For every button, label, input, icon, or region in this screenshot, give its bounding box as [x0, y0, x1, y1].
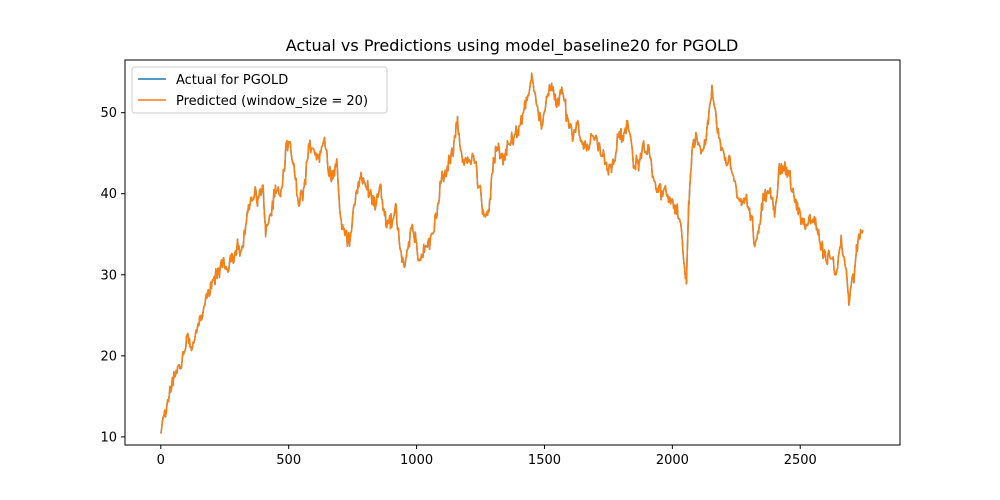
x-tick-label: 1000	[400, 453, 433, 468]
legend-label-actual: Actual for PGOLD	[176, 73, 288, 88]
y-tick-label: 10	[100, 430, 117, 445]
x-tick-label: 0	[157, 453, 165, 468]
x-axis: 0 500 1000 1500 2000 2500	[157, 445, 817, 468]
legend-box	[131, 66, 388, 114]
x-tick-label: 2500	[784, 453, 817, 468]
series-layer	[160, 72, 864, 434]
y-tick-label: 30	[100, 268, 117, 283]
x-tick-label: 1500	[528, 453, 561, 468]
y-tick-label: 20	[100, 349, 117, 364]
x-tick-label: 2000	[656, 453, 689, 468]
legend: Actual for PGOLD Predicted (window_size …	[131, 66, 388, 114]
x-tick-label: 500	[276, 453, 301, 468]
y-axis: 10 20 30 40 50	[100, 106, 125, 445]
chart-title: Actual vs Predictions using model_baseli…	[286, 36, 739, 56]
y-tick-label: 40	[100, 187, 117, 202]
series-line-predicted	[160, 72, 864, 434]
plot-frame	[124, 59, 901, 446]
legend-label-predicted: Predicted (window_size = 20)	[176, 94, 368, 109]
y-tick-label: 50	[100, 106, 117, 121]
